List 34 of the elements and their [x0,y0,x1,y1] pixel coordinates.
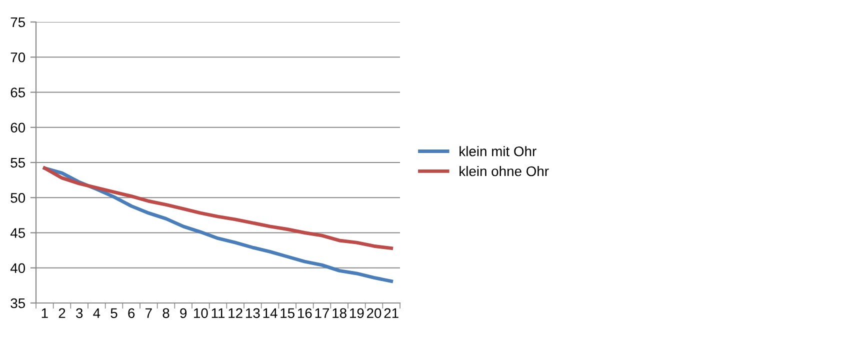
x-tick-label: 6 [128,308,135,318]
x-tick-label: 7 [146,308,152,318]
x-tick-label: 1 [42,308,48,318]
x-tick-label: 3 [76,308,83,318]
x-tick-label: 4 [93,308,100,318]
y-tick-label: 50 [10,192,26,203]
legend-label: klein ohne Ohr [460,166,549,176]
y-tick-label: 40 [10,263,26,274]
y-tick-label: 70 [10,52,26,62]
x-tick-label: 9 [180,308,187,318]
line-series [42,166,394,250]
x-tick-label: 20 [366,308,382,318]
legend-label: klein mit Ohr [460,146,536,156]
x-tick-label: 14 [263,308,278,318]
x-tick-label: 5 [110,308,118,318]
y-tick-label: 45 [10,228,26,238]
x-tick-label: 17 [315,308,330,318]
x-tick-label: 15 [280,308,294,318]
x-tick-label: 21 [384,308,398,318]
y-tick-label: 35 [10,298,26,308]
y-tick-label: 60 [10,122,26,133]
x-tick-label: 16 [298,308,312,318]
x-tick-label: 12 [228,308,242,318]
x-tick-label: 10 [194,308,208,318]
x-tick-label: 2 [58,308,66,318]
x-tick-label: 11 [212,308,225,318]
y-tick-label: 65 [10,88,26,98]
line-series [42,166,394,283]
x-tick-label: 8 [162,308,170,318]
y-tick-label: 55 [10,158,26,168]
x-tick-label: 18 [332,308,346,318]
x-tick-label: 13 [246,308,260,318]
x-tick-label: 19 [350,308,364,318]
y-tick-label: 75 [10,17,26,28]
